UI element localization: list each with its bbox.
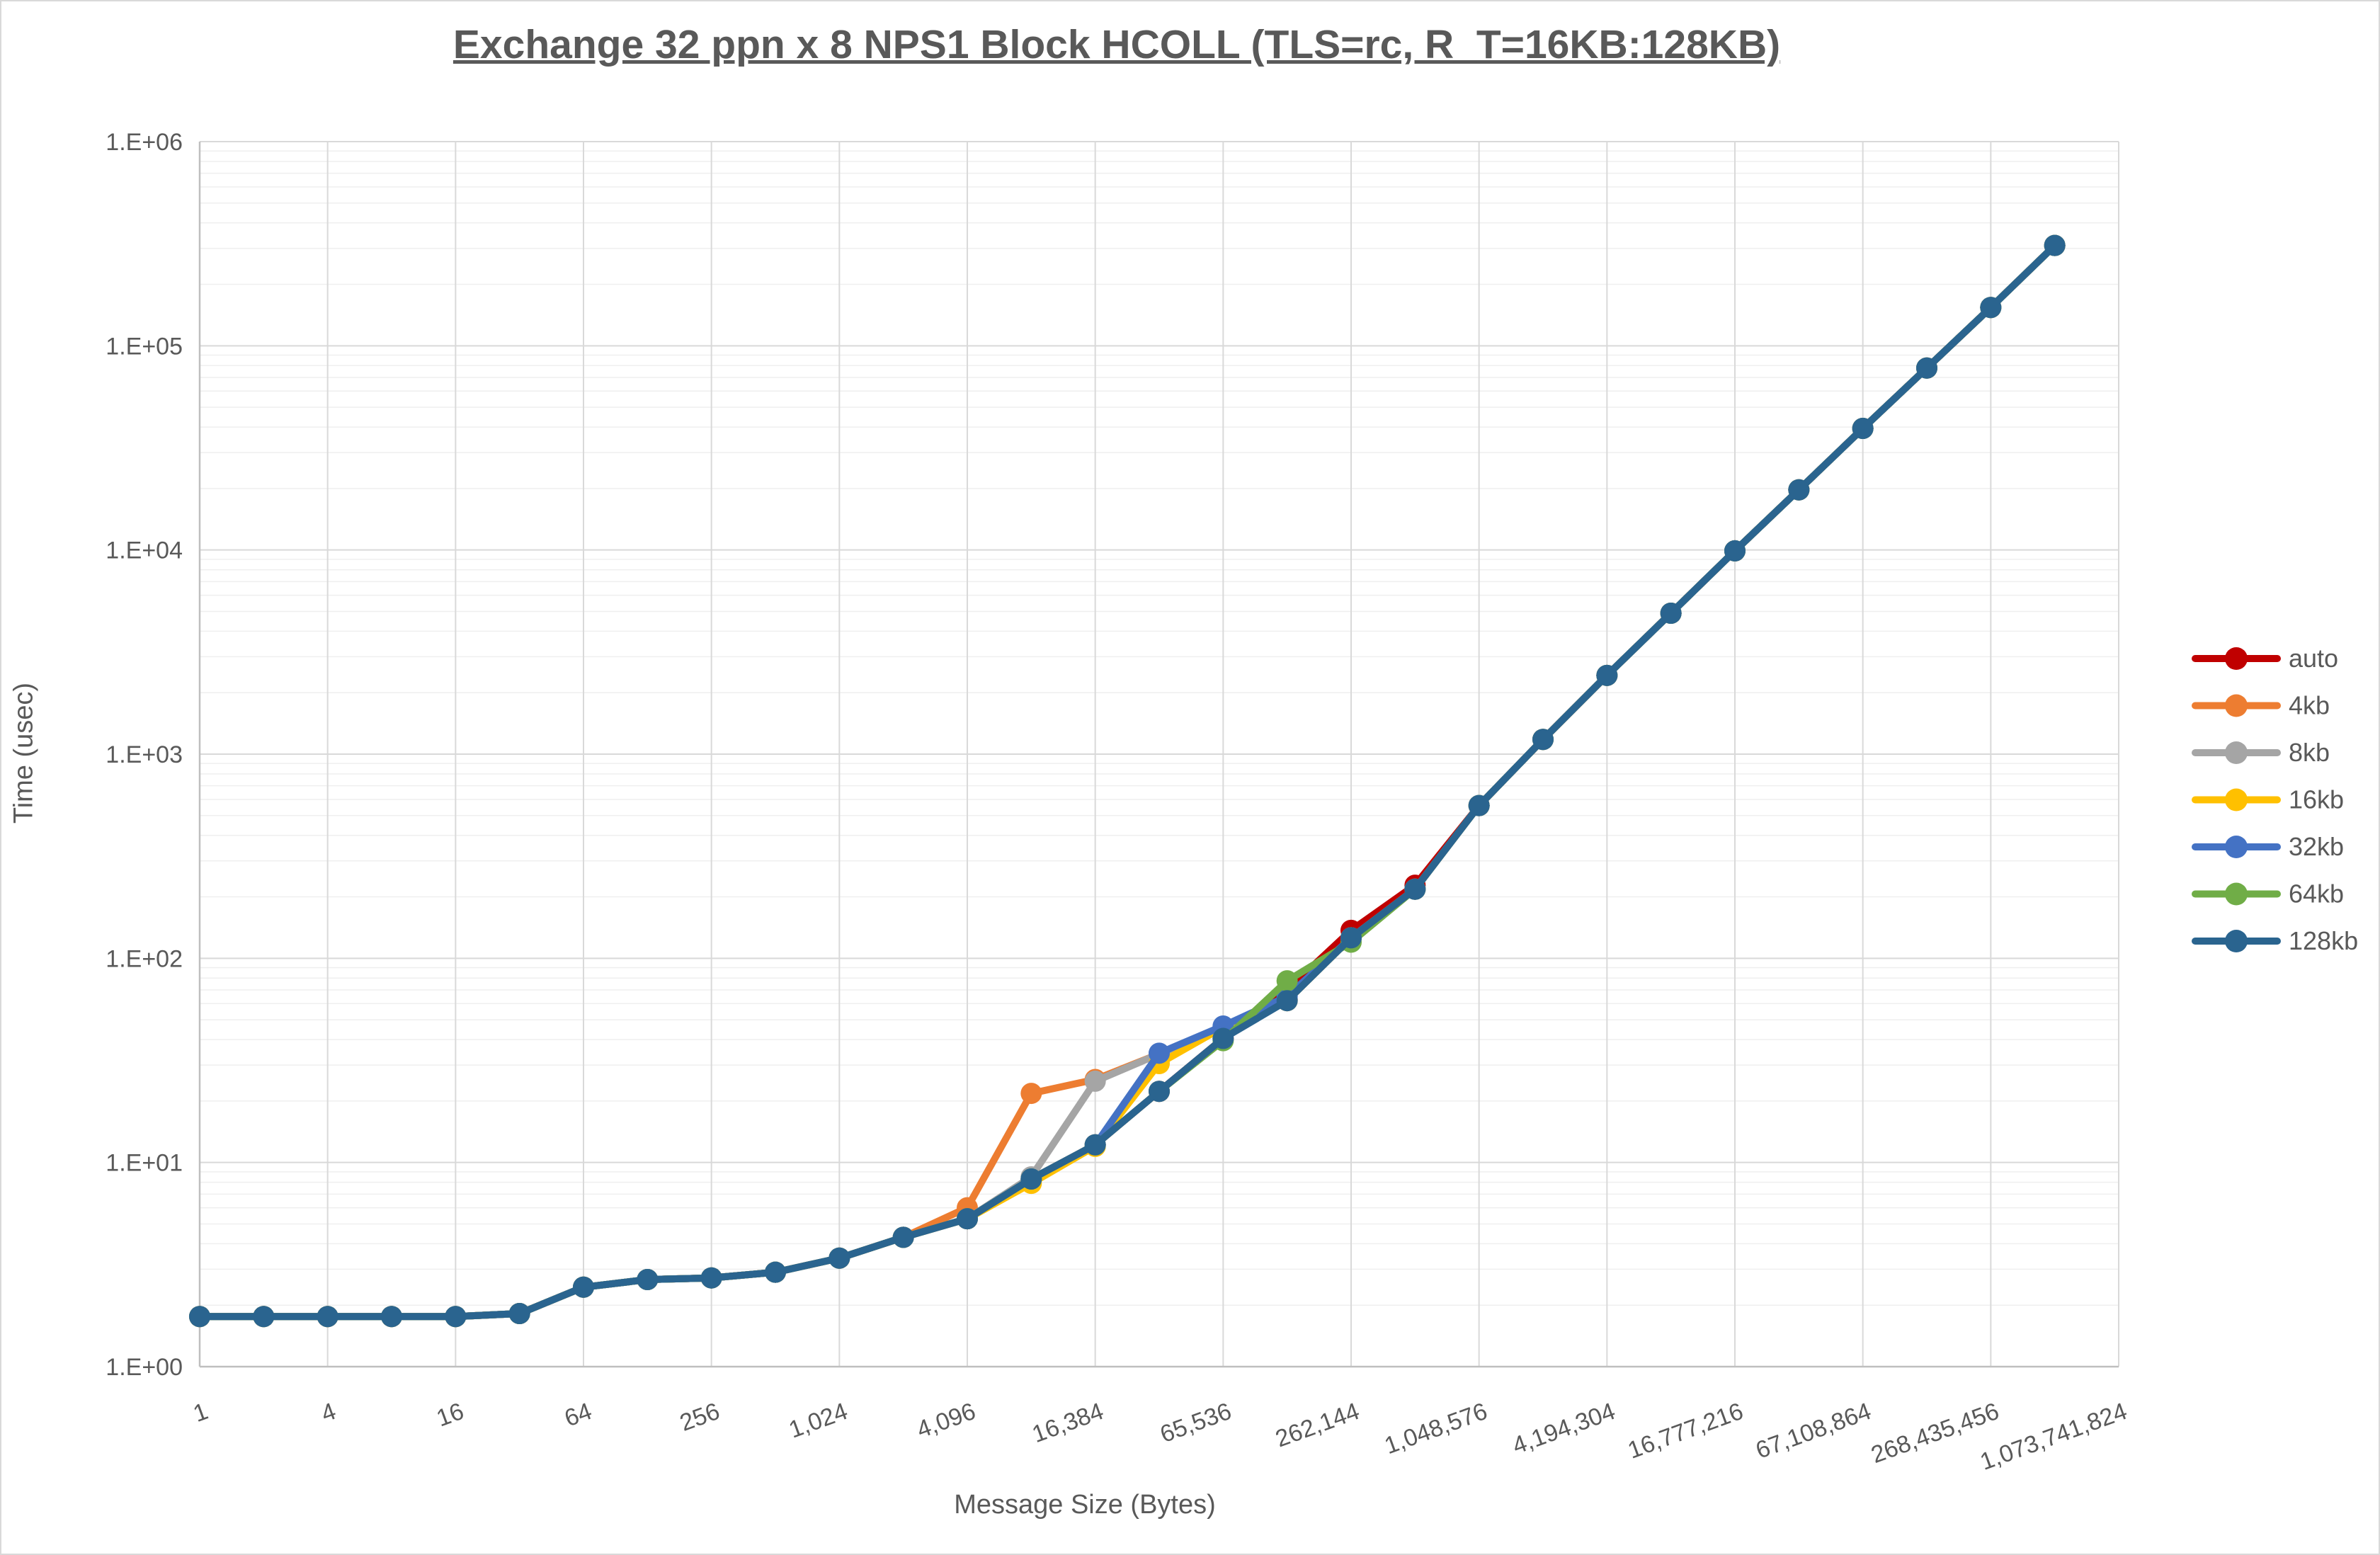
series-marker-128kb xyxy=(892,1226,914,1248)
series-marker-128kb xyxy=(1468,794,1490,816)
series-marker-128kb xyxy=(1404,878,1426,900)
legend-label-32kb: 32kb xyxy=(2289,832,2344,861)
legend-label-4kb: 4kb xyxy=(2289,691,2330,720)
series-marker-128kb xyxy=(317,1306,338,1328)
x-axis-tick-label: 4,194,304 xyxy=(1509,1398,1619,1459)
x-axis-tick-label: 16,777,216 xyxy=(1624,1398,1747,1464)
series-marker-128kb xyxy=(1020,1168,1042,1190)
series-line-128kb xyxy=(196,241,2059,1321)
x-axis-tick-label: 1,048,576 xyxy=(1381,1398,1491,1459)
legend-label-auto: auto xyxy=(2289,644,2338,673)
x-axis-title: Message Size (Bytes) xyxy=(954,1490,1216,1520)
y-axis-tick-label: 1.E+01 xyxy=(106,1150,183,1177)
x-axis-tick-label: 1,073,741,824 xyxy=(1976,1398,2130,1476)
series-line-32kb xyxy=(196,241,2059,1321)
x-axis-tick-label: 256 xyxy=(676,1398,723,1437)
legend-marker-dot-8kb xyxy=(2225,741,2248,764)
legend-label-128kb: 128kb xyxy=(2289,926,2358,955)
x-axis-tick-label: 262,144 xyxy=(1272,1398,1362,1453)
series-marker-128kb xyxy=(1212,1027,1234,1049)
x-axis-tick-label: 1 xyxy=(190,1398,212,1428)
chart-title: Exchange 32 ppn x 8 NPS1 Block HCOLL (TL… xyxy=(452,22,1781,67)
series-marker-128kb xyxy=(1980,297,2002,319)
x-axis-tick-label: 67,108,864 xyxy=(1752,1398,1874,1464)
series-line-64kb xyxy=(196,241,2059,1321)
legend-marker-dot-128kb xyxy=(2225,930,2248,952)
legend-marker-dot-32kb xyxy=(2225,836,2248,858)
series-marker-128kb xyxy=(1596,664,1618,686)
legend-marker-dot-auto xyxy=(2225,647,2248,670)
series-marker-128kb xyxy=(573,1276,594,1298)
x-axis-tick-label: 1,024 xyxy=(785,1398,851,1444)
series-marker-128kb xyxy=(445,1306,467,1328)
y-axis-tick-label: 1.E+06 xyxy=(106,129,183,156)
series-marker-128kb xyxy=(1660,602,1682,624)
series-marker-128kb xyxy=(189,1306,210,1328)
legend-label-8kb: 8kb xyxy=(2289,738,2330,767)
series-marker-128kb xyxy=(1788,479,1810,501)
legend-marker-dot-16kb xyxy=(2225,788,2248,811)
series-line-4kb xyxy=(196,241,2059,1321)
series-marker-128kb xyxy=(829,1247,850,1269)
y-axis-tick-label: 1.E+00 xyxy=(106,1354,183,1381)
legend-label-16kb: 16kb xyxy=(2289,785,2344,814)
y-axis-tick-label: 1.E+02 xyxy=(106,945,183,972)
y-axis-tick-label: 1.E+05 xyxy=(106,333,183,360)
series-marker-128kb xyxy=(1340,927,1362,949)
series-line-8kb xyxy=(196,241,2059,1321)
series-marker-128kb xyxy=(700,1267,722,1289)
x-axis-tick-label: 4,096 xyxy=(913,1398,979,1444)
legend-marker-dot-4kb xyxy=(2225,694,2248,717)
x-axis-tick-label: 16 xyxy=(433,1398,468,1432)
series-marker-128kb xyxy=(765,1261,786,1283)
series-marker-128kb xyxy=(1276,990,1298,1012)
series-marker-128kb xyxy=(381,1306,402,1328)
series-marker-128kb xyxy=(508,1303,530,1325)
series-marker-128kb xyxy=(637,1269,659,1291)
x-axis-tick-label: 64 xyxy=(561,1398,596,1432)
series-marker-4kb xyxy=(1020,1083,1042,1105)
series-marker-128kb xyxy=(1084,1134,1106,1156)
y-axis-tick-label: 1.E+04 xyxy=(106,537,183,564)
x-axis-tick-label: 4 xyxy=(318,1398,340,1428)
x-axis-tick-label: 65,536 xyxy=(1156,1398,1235,1448)
series-marker-128kb xyxy=(1724,540,1746,562)
series-marker-128kb xyxy=(1532,729,1554,751)
series-marker-64kb xyxy=(1276,970,1298,992)
legend-marker-dot-64kb xyxy=(2225,882,2248,906)
series-marker-128kb xyxy=(1149,1081,1170,1103)
x-axis-tick-label: 16,384 xyxy=(1029,1398,1108,1448)
series-marker-128kb xyxy=(957,1208,978,1230)
y-axis-tick-label: 1.E+03 xyxy=(106,741,183,768)
series-line-auto xyxy=(196,241,2059,1321)
legend-label-64kb: 64kb xyxy=(2289,879,2344,908)
series-line-16kb xyxy=(196,241,2059,1321)
series-marker-128kb xyxy=(1852,417,1874,439)
series-marker-128kb xyxy=(253,1306,275,1328)
series-marker-128kb xyxy=(2044,234,2066,256)
series-marker-8kb xyxy=(1084,1070,1106,1092)
series-marker-32kb xyxy=(1149,1042,1170,1064)
series-marker-128kb xyxy=(1916,357,1937,379)
